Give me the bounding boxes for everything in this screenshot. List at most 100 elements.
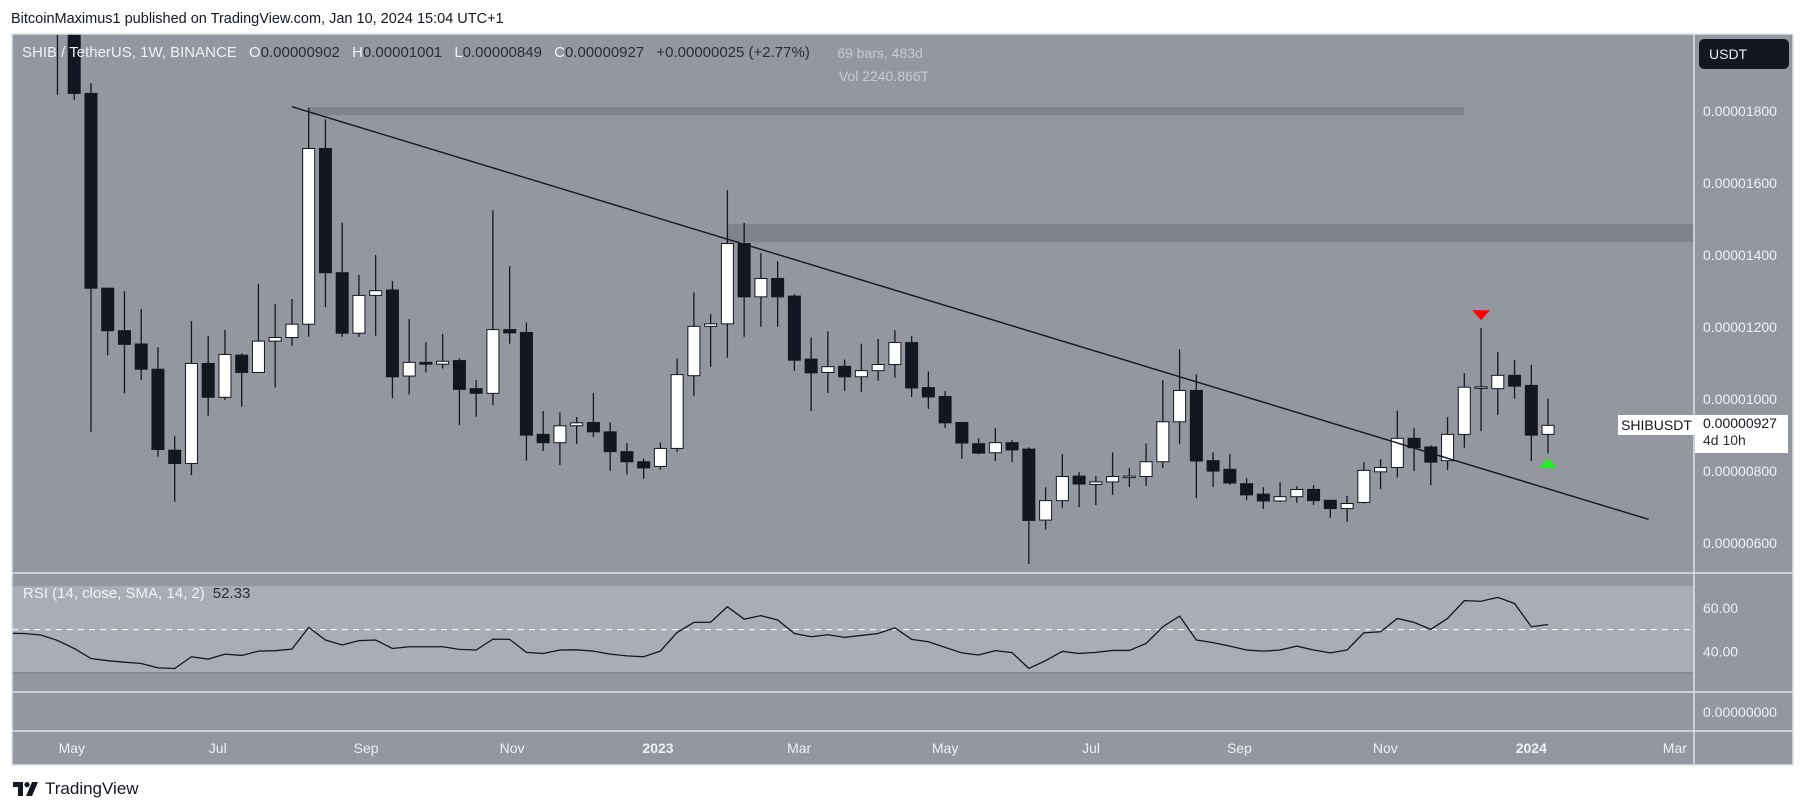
candle-body-up	[570, 422, 584, 427]
price-tick-label: 0.00001200	[1703, 319, 1777, 335]
candle-body-up	[553, 425, 567, 444]
candlestick-series	[56, 34, 1555, 564]
candle-body-up	[1039, 500, 1053, 521]
last-price-value: 0.00000927	[1703, 415, 1777, 431]
candle-body-up	[871, 364, 885, 372]
candle-body-down	[1256, 493, 1270, 502]
candle-body-down	[603, 431, 617, 453]
symbol-legend[interactable]: SHIB / TetherUS, 1W, BINANCE O0.00000902…	[22, 44, 818, 61]
candle-body-down	[84, 92, 98, 289]
candle	[1323, 499, 1337, 518]
candle	[972, 438, 986, 455]
candle-body-up	[988, 442, 1002, 454]
time-tick-label: Mar	[787, 740, 811, 756]
candle-body-up	[1374, 467, 1388, 473]
candle-body-up	[1441, 433, 1455, 462]
candle	[469, 380, 483, 417]
candle	[620, 443, 634, 475]
candle	[553, 412, 567, 465]
candle	[402, 319, 416, 395]
candle	[653, 442, 667, 470]
candle-body-down	[1508, 374, 1522, 387]
candle	[754, 253, 768, 327]
candle	[352, 274, 366, 337]
candle-body-down	[620, 451, 634, 463]
candle-body-up	[1357, 469, 1371, 503]
candle	[452, 358, 466, 426]
candle-body-up	[1390, 437, 1404, 469]
time-axis[interactable]: May Jul Sep Nov 2023 Mar May Jul Sep Nov 2024 Mar	[59, 740, 1688, 756]
candle	[218, 329, 232, 401]
candle	[1005, 440, 1019, 463]
candle-body-up	[352, 294, 366, 334]
candle	[737, 223, 751, 337]
candle-body-down	[67, 34, 81, 94]
candle-body-up	[687, 325, 701, 377]
candle	[285, 298, 299, 346]
candle-body-down	[469, 388, 483, 394]
candle-body-up	[268, 337, 282, 342]
change-value: +0.00000025 (+2.77%)	[656, 44, 810, 61]
candle	[570, 417, 584, 445]
candle	[1173, 349, 1187, 445]
candle	[1524, 364, 1538, 462]
candle-body-up	[1089, 481, 1103, 485]
candle-body-down	[1307, 488, 1321, 502]
tradingview-logo-text: TradingView	[45, 779, 139, 798]
candle	[335, 222, 349, 337]
candle-body-up	[486, 329, 500, 394]
time-tick-label: May	[59, 740, 85, 756]
candle	[56, 34, 59, 95]
candle	[1541, 398, 1555, 454]
candle	[921, 371, 935, 409]
candle	[1357, 462, 1371, 504]
candle-body-up	[720, 243, 734, 325]
rsi-legend[interactable]: RSI (14, close, SMA, 14, 2) 52.33	[23, 585, 250, 602]
candle	[84, 83, 98, 432]
time-tick-label: Jul	[209, 740, 227, 756]
candle-body-down	[1240, 483, 1254, 496]
resistance-zone[interactable]	[727, 224, 1694, 243]
candle	[1106, 452, 1120, 495]
candle	[302, 107, 316, 337]
candle	[1441, 417, 1455, 471]
currency-button[interactable]: USDT	[1699, 39, 1789, 69]
candle	[1223, 454, 1237, 485]
trendline-layer	[291, 106, 1649, 521]
candle	[101, 287, 115, 356]
candle-body-down	[787, 295, 801, 361]
candle	[720, 190, 734, 358]
candle-body-down	[452, 360, 466, 390]
candle	[854, 343, 868, 392]
candle	[787, 293, 801, 371]
candle	[988, 428, 1002, 462]
low-label: L	[454, 44, 463, 61]
sell-marker-icon	[1472, 310, 1491, 321]
candle	[503, 266, 517, 344]
rsi-axis[interactable]: 60.00 40.00	[1703, 600, 1738, 660]
time-tick-label: Mar	[1663, 740, 1687, 756]
candle-body-up	[184, 362, 198, 465]
candle-body-up	[436, 360, 450, 365]
rsi-layer	[12, 596, 1694, 670]
candle-body-up	[653, 447, 667, 467]
candle	[201, 336, 215, 416]
candle	[385, 280, 399, 399]
close-value: 0.00000927	[564, 44, 645, 61]
resistance-zone[interactable]	[308, 107, 1465, 116]
candle	[637, 458, 651, 479]
tradingview-logo[interactable]: TradingView	[13, 779, 139, 799]
candle-body-down	[804, 358, 818, 374]
measure-volume: Vol 2240.866T	[838, 68, 930, 84]
rsi-title[interactable]: RSI (14, close, SMA, 14, 2)	[23, 585, 205, 602]
candle	[519, 322, 533, 461]
price-axis[interactable]: 0.00001800 0.00001600 0.00001400 0.00001200…	[1703, 103, 1777, 551]
candle-body-down	[201, 362, 215, 398]
candle-body-down	[972, 443, 986, 454]
candle-body-down	[955, 421, 969, 444]
trendline[interactable]	[291, 106, 1649, 521]
candle	[1290, 486, 1304, 503]
chart-frame	[11, 33, 1794, 766]
symbol-title[interactable]: SHIB / TetherUS, 1W, BINANCE	[22, 44, 237, 61]
